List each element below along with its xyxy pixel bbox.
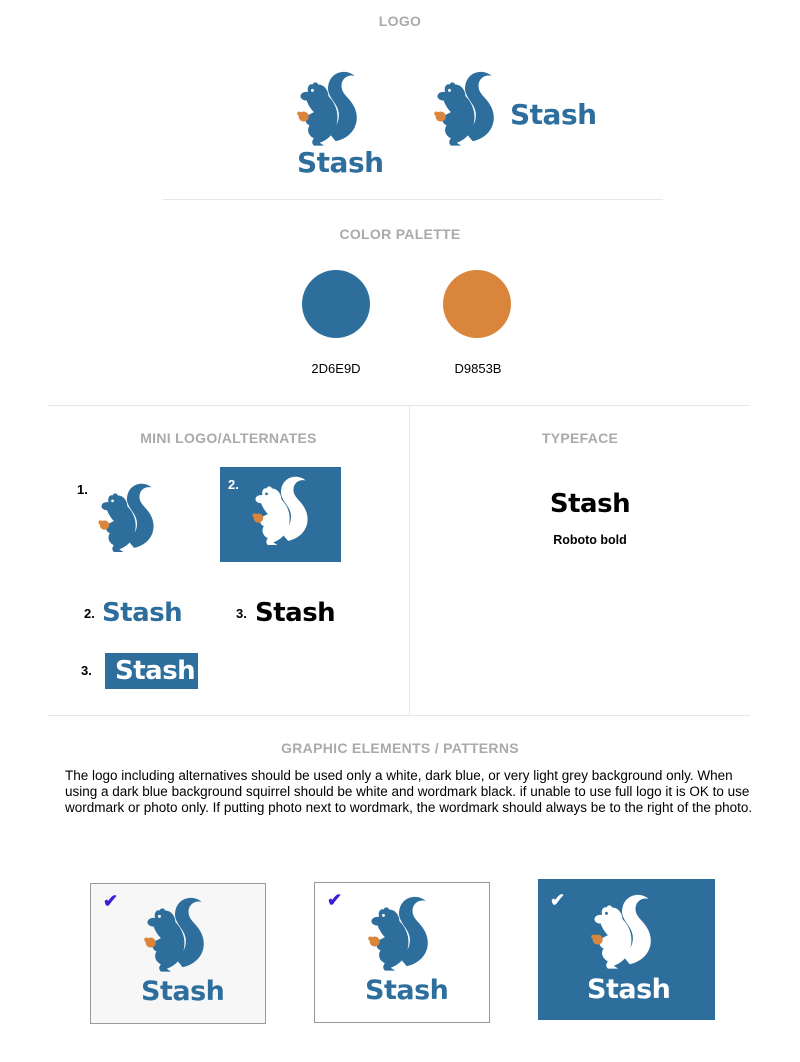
squirrel-icon <box>423 70 505 150</box>
divider <box>163 199 663 200</box>
example-wordmark: Stash <box>365 975 449 1006</box>
squirrel-icon <box>286 70 368 150</box>
usage-guidelines-text: The logo including alternatives should b… <box>65 768 753 815</box>
item-number: 3. <box>236 606 247 621</box>
check-icon: ✔ <box>327 890 343 910</box>
mini-wordmark-white: Stash <box>115 656 196 686</box>
example-white-bg: ✔ Stash <box>314 882 490 1023</box>
item-number: 2. <box>84 606 95 621</box>
check-icon: ✔ <box>550 890 566 910</box>
example-wordmark: Stash <box>587 974 671 1005</box>
color-hex-blue: 2D6E9D <box>311 361 361 376</box>
squirrel-icon <box>240 475 320 549</box>
typeface-sample: Stash <box>549 489 631 519</box>
logo-wordmark-horizontal: Stash <box>510 98 597 131</box>
typeface-name: Roboto bold <box>553 533 627 547</box>
squirrel-icon <box>133 896 215 976</box>
divider <box>48 405 750 406</box>
mini-wordmark-black: Stash <box>255 598 336 628</box>
logo-section-title: LOGO <box>378 13 422 29</box>
example-light-grey-bg: ✔ Stash <box>90 883 266 1024</box>
squirrel-icon <box>86 482 166 556</box>
palette-section-title: COLOR PALETTE <box>339 226 461 242</box>
mini-section-title: MINI LOGO/ALTERNATES <box>140 430 317 446</box>
squirrel-icon <box>357 895 439 975</box>
color-hex-orange: D9853B <box>454 361 502 376</box>
color-swatch-orange <box>443 270 511 338</box>
color-swatch-blue <box>302 270 370 338</box>
column-divider <box>409 405 410 715</box>
example-dark-blue-bg: ✔ Stash <box>538 879 715 1020</box>
squirrel-icon <box>580 893 662 973</box>
item-number: 3. <box>81 663 92 678</box>
mini-wordmark-blue: Stash <box>102 598 183 628</box>
item-number: 2. <box>228 477 239 492</box>
divider <box>48 715 750 716</box>
mini-logo-blue-box: 2. <box>220 467 341 562</box>
typeface-section-title: TYPEFACE <box>541 430 619 446</box>
item-number: 1. <box>77 482 88 497</box>
logo-wordmark-stacked: Stash <box>297 146 384 179</box>
mini-wordmark-box: Stash <box>105 653 198 689</box>
check-icon: ✔ <box>103 891 119 911</box>
example-wordmark: Stash <box>141 976 225 1007</box>
graphic-section-title: GRAPHIC ELEMENTS / PATTERNS <box>281 740 519 756</box>
